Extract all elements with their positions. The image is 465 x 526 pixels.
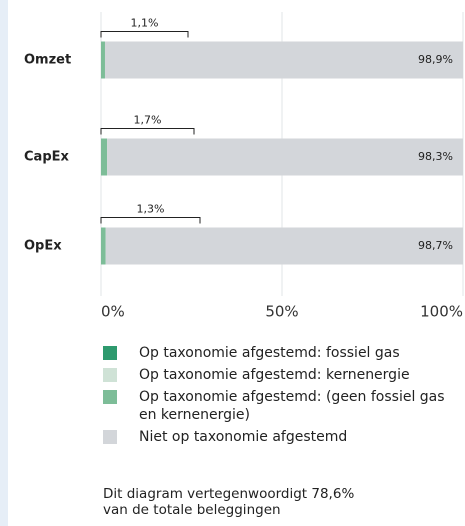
x-tick-label: 0% <box>101 303 125 321</box>
bracket <box>100 217 201 224</box>
legend-swatch <box>103 430 117 444</box>
footnote: Dit diagram vertegenwoordigt 78,6% van d… <box>103 486 355 518</box>
bracket-label: 1,3% <box>137 203 165 216</box>
category-label: Omzet <box>24 53 71 68</box>
legend-item: Op taxonomie afgestemd: (geen fossiel ga… <box>103 388 453 424</box>
value-label: 98,9% <box>418 53 453 66</box>
legend-item: Op taxonomie afgestemd: fossiel gas <box>103 344 453 362</box>
x-tick-label: 100% <box>420 303 463 321</box>
bracket-label: 1,1% <box>131 17 159 30</box>
legend-swatch <box>103 346 117 360</box>
legend-item: Niet op taxonomie afgestemd <box>103 428 453 446</box>
bar-segment <box>107 138 464 176</box>
legend-label: Op taxonomie afgestemd: (geen fossiel ga… <box>139 389 445 423</box>
x-tick-label: 50% <box>265 303 298 321</box>
legend-swatch <box>103 368 117 382</box>
bracket <box>100 128 195 135</box>
legend-label: Op taxonomie afgestemd: fossiel gas <box>139 345 400 361</box>
side-strip <box>0 0 8 526</box>
bar-segment <box>101 138 108 176</box>
legend-label: Niet op taxonomie afgestemd <box>139 429 348 445</box>
bar-segment <box>104 41 464 79</box>
bracket <box>100 31 189 38</box>
legend: Op taxonomie afgestemd: fossiel gas Op ta… <box>103 344 453 450</box>
legend-swatch <box>103 390 117 404</box>
value-label: 98,7% <box>418 239 453 252</box>
category-label: CapEx <box>24 150 69 165</box>
value-label: 98,3% <box>418 150 453 163</box>
bar-segment <box>105 227 464 265</box>
legend-item: Op taxonomie afgestemd: kernenergie <box>103 366 453 384</box>
legend-label: Op taxonomie afgestemd: kernenergie <box>139 367 410 383</box>
bar-segment <box>101 41 105 79</box>
category-label: OpEx <box>24 239 62 254</box>
bracket-label: 1,7% <box>134 114 162 127</box>
bar-segment <box>101 227 106 265</box>
